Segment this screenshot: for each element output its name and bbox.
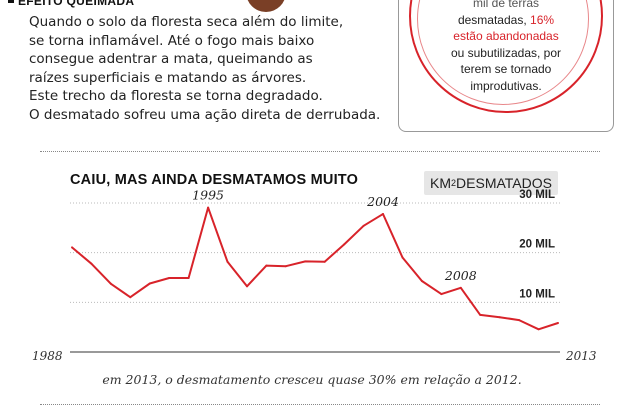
data-point xyxy=(537,328,540,331)
divider-bottom xyxy=(40,404,600,405)
effect-title-text: EFEITO QUEIMADA xyxy=(18,0,135,8)
data-point xyxy=(420,280,423,283)
info-line-2a: desmatadas, xyxy=(457,12,527,27)
chart-title: CAIU, MAS AINDA DESMATAMOS MUITO xyxy=(70,172,359,188)
data-point xyxy=(109,282,112,285)
info-line-6: improdutivas. xyxy=(470,78,542,93)
info-box: mil de terras desmatadas, 16% estão aban… xyxy=(398,0,614,132)
effect-line: se torna inflamável. Até o fogo mais bai… xyxy=(29,32,315,49)
info-line-2: desmatadas, 16% xyxy=(423,12,589,29)
data-point xyxy=(168,276,171,279)
info-line-1: mil de terras xyxy=(472,0,540,10)
data-point xyxy=(323,260,326,263)
y-tick-label: 20 MIL xyxy=(519,239,555,251)
unit-label-sup: 2 xyxy=(451,178,457,188)
data-point xyxy=(440,293,443,296)
data-point xyxy=(479,313,482,316)
data-point xyxy=(207,206,210,209)
effect-line: raízes superficiais e matando as árvores… xyxy=(29,69,307,86)
effect-line: Quando o solo da floresta seca além do l… xyxy=(29,14,344,30)
effect-line: Este trecho da floresta se torna degrada… xyxy=(29,88,323,105)
data-point xyxy=(362,224,365,227)
effect-title: EFEITO QUEIMADA xyxy=(8,0,134,8)
data-point xyxy=(557,321,559,324)
unit-label-desmatados: DESMATADOS xyxy=(456,175,552,191)
data-point xyxy=(401,256,404,259)
data-point xyxy=(518,319,521,322)
info-line-3: estão abandonadas xyxy=(453,29,559,43)
data-point xyxy=(284,265,287,268)
unit-badge: KM 2 DESMATADOS xyxy=(424,171,558,195)
annotation-label: 2008 xyxy=(444,268,477,283)
data-point xyxy=(148,282,151,285)
y-tick-label: 30 MIL xyxy=(519,189,555,201)
effect-description: Quando o solo da floresta seca além do l… xyxy=(29,13,399,125)
brown-shape xyxy=(246,0,286,12)
data-point xyxy=(245,285,248,288)
info-line-4: ou subutilizadas, por xyxy=(450,45,562,60)
effect-line: consegue adentrar a mata, queimando as xyxy=(29,51,313,68)
data-point xyxy=(498,316,501,319)
annotation-label: 2004 xyxy=(366,194,399,209)
data-point xyxy=(90,262,93,265)
info-text: mil de terras desmatadas, 16% estão aban… xyxy=(423,0,589,94)
info-line-5: terem se tornado xyxy=(460,62,552,76)
info-highlight-percent: 16% xyxy=(530,12,555,27)
data-point xyxy=(226,260,229,263)
series-line xyxy=(71,206,559,331)
data-point xyxy=(382,213,385,216)
annotation-label: 1995 xyxy=(192,188,224,203)
x-end-label: 2013 xyxy=(565,349,597,363)
data-point xyxy=(265,264,268,267)
data-point xyxy=(343,243,346,246)
data-point xyxy=(304,260,307,263)
data-point xyxy=(187,276,190,279)
bullet-icon xyxy=(8,0,14,3)
data-point xyxy=(459,286,462,289)
x-start-label: 1988 xyxy=(32,349,63,363)
divider-top xyxy=(40,151,600,152)
chart-footnote: em 2013, o desmatamento cresceu quase 30… xyxy=(102,372,522,387)
data-point xyxy=(129,296,132,299)
unit-label-km: KM xyxy=(430,175,452,191)
effect-line: O desmatado sofreu uma ação direta de de… xyxy=(29,106,381,123)
data-point xyxy=(71,246,73,249)
y-tick-label: 10 MIL xyxy=(519,288,555,300)
